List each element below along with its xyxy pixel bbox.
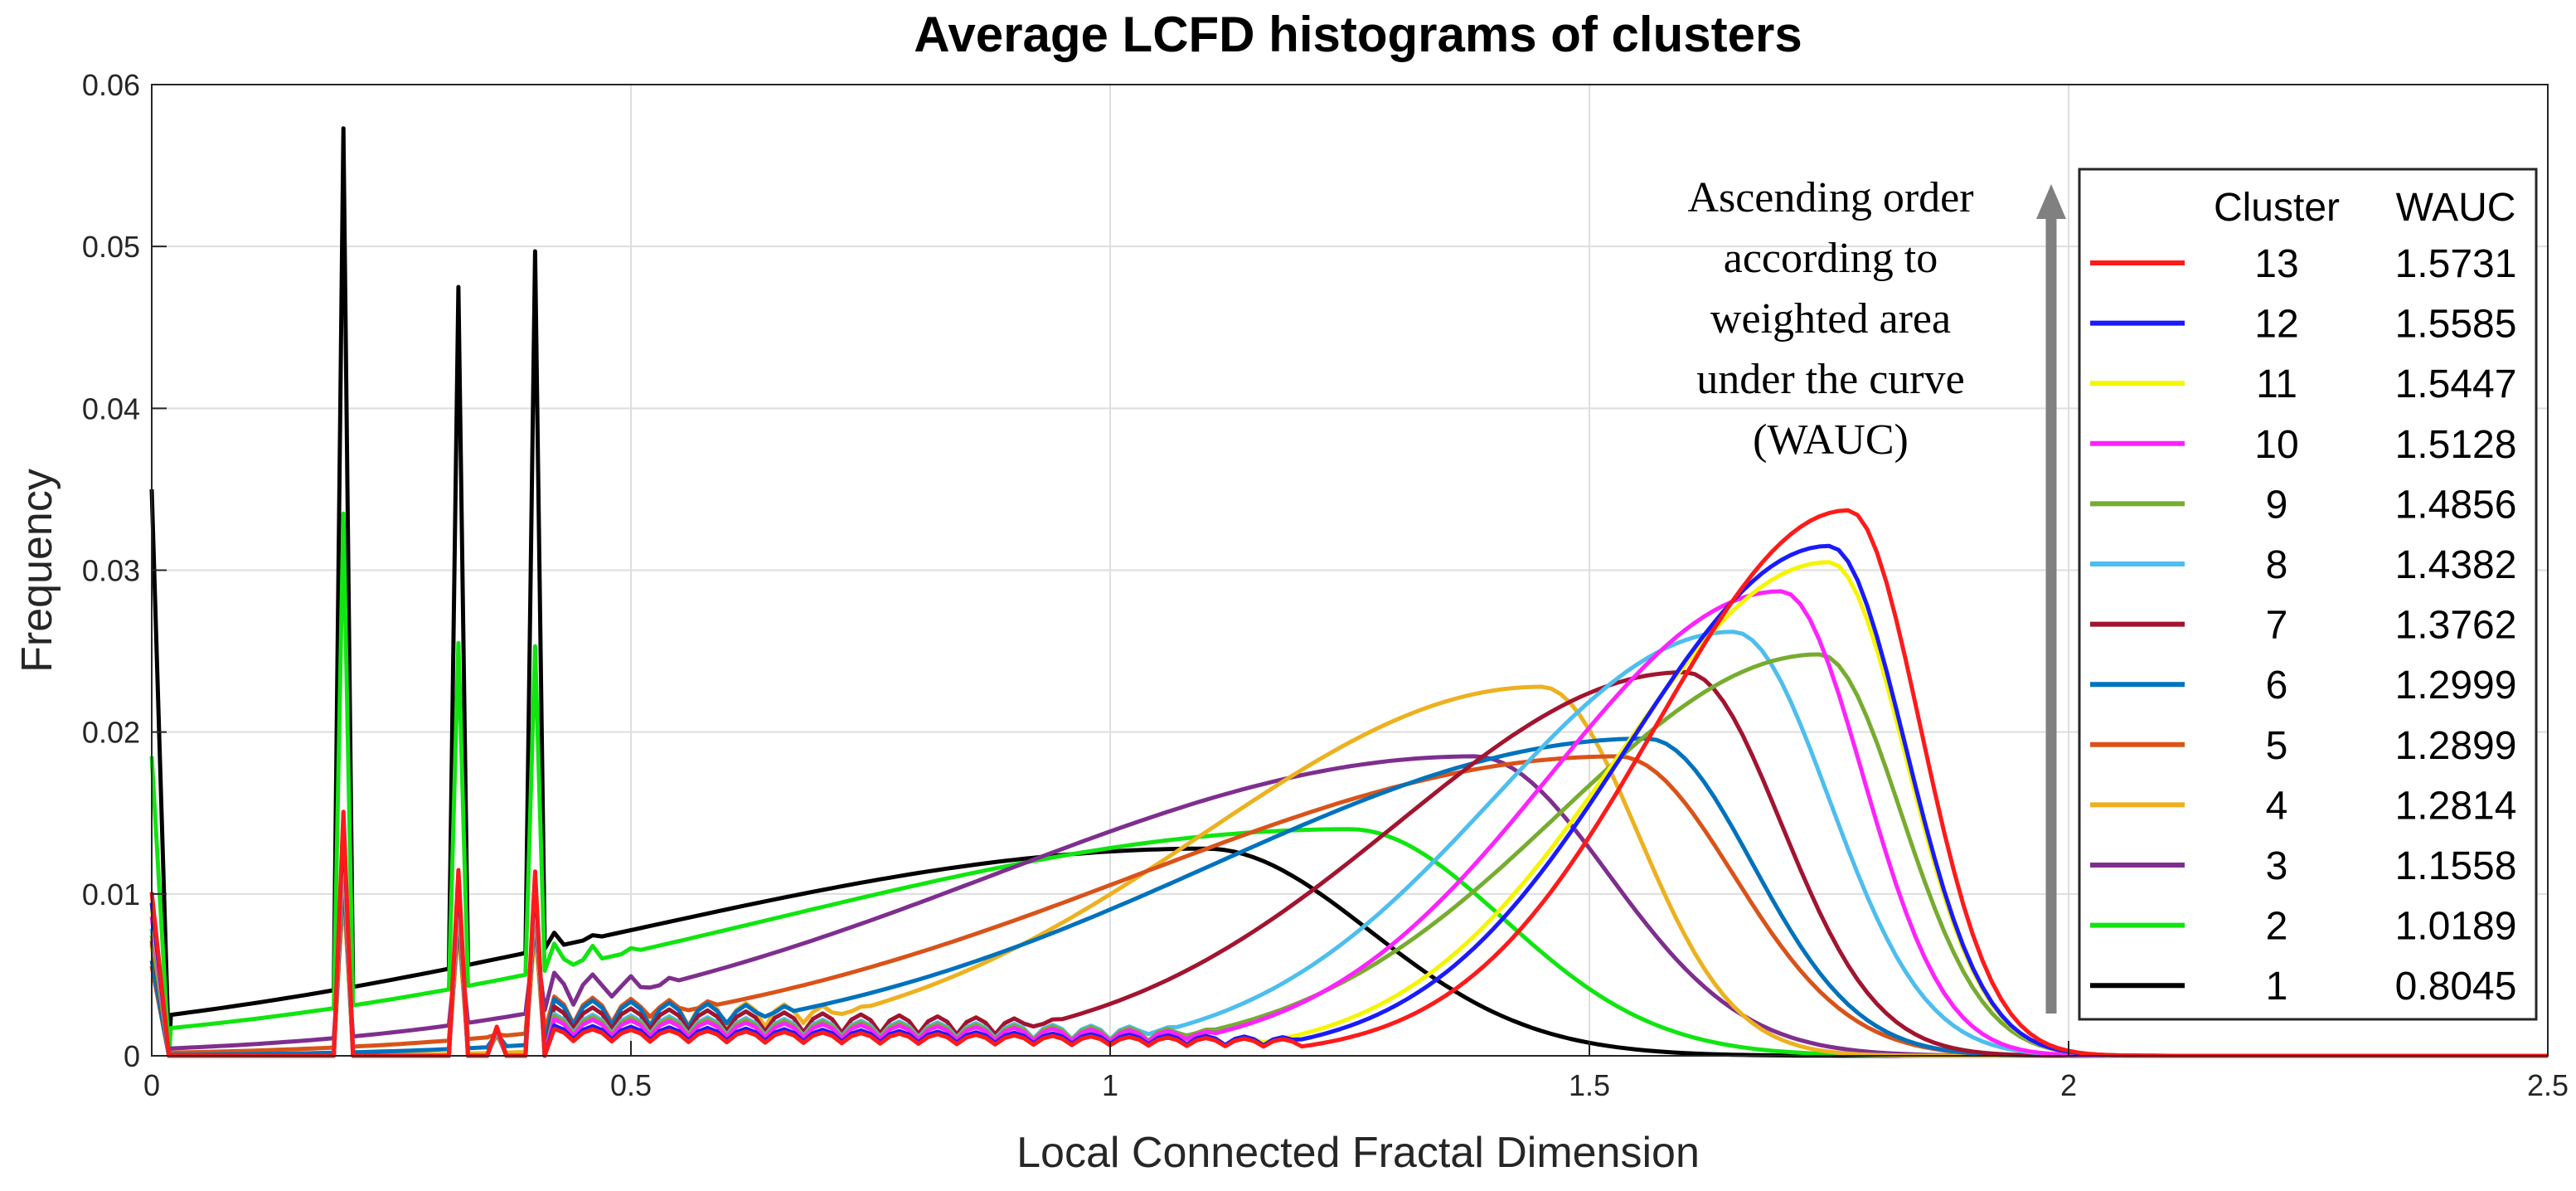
legend-cluster-label: 5 <box>2266 724 2288 768</box>
x-tick-label: 1 <box>1102 1068 1118 1102</box>
y-axis-label: Frequency <box>13 469 61 673</box>
legend-wauc-value: 1.1558 <box>2395 844 2517 888</box>
y-tick-label: 0.04 <box>82 391 140 425</box>
chart-title: Average LCFD histograms of clusters <box>914 7 1802 62</box>
legend-header-wauc: WAUC <box>2396 186 2516 230</box>
legend-cluster-label: 3 <box>2266 844 2288 888</box>
legend-wauc-value: 1.5447 <box>2395 362 2517 406</box>
legend-cluster-label: 9 <box>2266 483 2288 527</box>
legend-wauc-value: 1.4856 <box>2395 483 2517 527</box>
x-axis-label: Local Connected Fractal Dimension <box>1016 1129 1700 1177</box>
arrow-up-icon <box>2036 184 2066 219</box>
legend-wauc-value: 1.2814 <box>2395 784 2517 828</box>
annotation-line: weighted area <box>1710 295 1951 343</box>
annotation-line: (WAUC) <box>1753 416 1909 464</box>
legend-cluster-label: 10 <box>2254 423 2298 467</box>
y-tick-label: 0.01 <box>82 877 140 911</box>
legend-wauc-value: 1.4382 <box>2395 543 2517 587</box>
legend-wauc-value: 1.5128 <box>2395 423 2517 467</box>
tick-layer: 0 0.5 1 1.5 2 2.5 0 0.01 0.02 0.03 0.04 0.05 0.06 <box>82 68 2569 1102</box>
x-tick-label: 1.5 <box>1569 1068 1610 1102</box>
annotation-line: Ascending order <box>1687 174 1973 221</box>
x-tick-label: 2 <box>2060 1068 2077 1102</box>
y-tick-label: 0 <box>124 1039 140 1073</box>
legend-cluster-label: 12 <box>2254 303 2298 347</box>
wauc-annotation: Ascending order according to weighted area… <box>1687 174 2066 1014</box>
legend-wauc-value: 1.5585 <box>2395 303 2517 347</box>
legend-cluster-label: 1 <box>2266 965 2288 1009</box>
y-tick-label: 0.05 <box>82 230 140 264</box>
legend-cluster-label: 2 <box>2266 905 2288 949</box>
legend-cluster-label: 6 <box>2266 664 2288 707</box>
legend-cluster-label: 8 <box>2266 543 2288 587</box>
y-tick-label: 0.06 <box>82 68 140 102</box>
y-tick-label: 0.02 <box>82 716 140 750</box>
y-tick-label: 0.03 <box>82 554 140 588</box>
legend-wauc-value: 0.8045 <box>2395 965 2517 1009</box>
x-tick-label: 2.5 <box>2527 1068 2569 1102</box>
legend-box <box>2078 168 2538 1021</box>
legend-wauc-value: 1.2999 <box>2395 664 2517 707</box>
legend-wauc-value: 1.2899 <box>2395 724 2517 768</box>
legend-cluster-label: 13 <box>2254 242 2298 286</box>
legend-cluster-label: 11 <box>2256 362 2297 406</box>
annotation-line: under the curve <box>1696 356 1964 403</box>
legend-wauc-value: 1.3762 <box>2395 604 2517 648</box>
annotation-line: according to <box>1724 235 1938 282</box>
x-tick-label: 0.5 <box>610 1068 652 1102</box>
legend-cluster-label: 7 <box>2266 604 2288 648</box>
legend-cluster-label: 4 <box>2266 784 2288 828</box>
legend-header-cluster: Cluster <box>2214 186 2340 230</box>
legend-wauc-value: 1.0189 <box>2395 905 2517 949</box>
legend-wauc-value: 1.5731 <box>2395 242 2517 286</box>
x-tick-label: 0 <box>143 1068 160 1102</box>
